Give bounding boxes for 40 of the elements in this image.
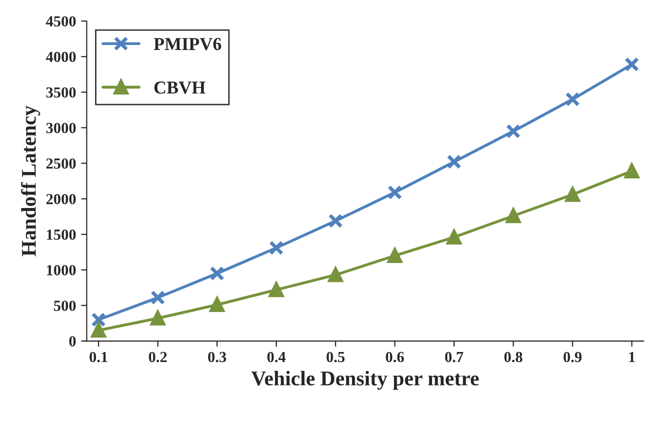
point xyxy=(210,297,224,312)
y-axis-title: Handoff Latency xyxy=(21,106,40,256)
point xyxy=(624,164,640,178)
y-tick-label: 1000 xyxy=(46,265,76,276)
y-tick-label: 4500 xyxy=(46,16,76,26)
x-tick-label: 0.4 xyxy=(267,352,286,362)
point xyxy=(91,312,106,327)
point xyxy=(565,187,580,202)
point xyxy=(388,248,402,263)
y-tick-label: 4000 xyxy=(46,52,76,62)
x-tick-label: 0.9 xyxy=(564,352,582,362)
x-tick-label: 0.2 xyxy=(148,352,167,362)
x-tick-label: 1 xyxy=(629,352,635,362)
point xyxy=(150,310,166,326)
x-tick-label: 0.7 xyxy=(445,352,464,362)
point xyxy=(565,92,580,107)
x-tick-label: 0.3 xyxy=(208,352,226,362)
point xyxy=(328,214,343,228)
point xyxy=(269,240,284,256)
y-tick-label: 1500 xyxy=(46,230,76,240)
y-tick-label: 2500 xyxy=(46,158,76,169)
legend-label: CBVH xyxy=(154,82,206,94)
point xyxy=(506,124,521,139)
point xyxy=(150,290,166,305)
x-axis-title: Vehicle Density per metre xyxy=(251,370,479,390)
y-tick-label: 3500 xyxy=(46,87,76,98)
point xyxy=(388,185,402,200)
x-tick-label: 0.8 xyxy=(504,352,522,362)
x-tick-label: 0.5 xyxy=(326,352,345,362)
y-tick-label: 0 xyxy=(69,336,76,346)
y-tick-label: 500 xyxy=(54,300,76,311)
point xyxy=(446,230,462,244)
point xyxy=(446,154,462,170)
x-tick-label: 0.6 xyxy=(386,352,404,362)
x-tick-label: 0.1 xyxy=(90,352,108,362)
legend-label: PMIPV6 xyxy=(154,38,222,50)
point xyxy=(624,57,640,72)
point xyxy=(210,266,224,281)
y-tick-label: 3000 xyxy=(46,122,76,134)
y-tick-label: 2000 xyxy=(46,194,76,204)
